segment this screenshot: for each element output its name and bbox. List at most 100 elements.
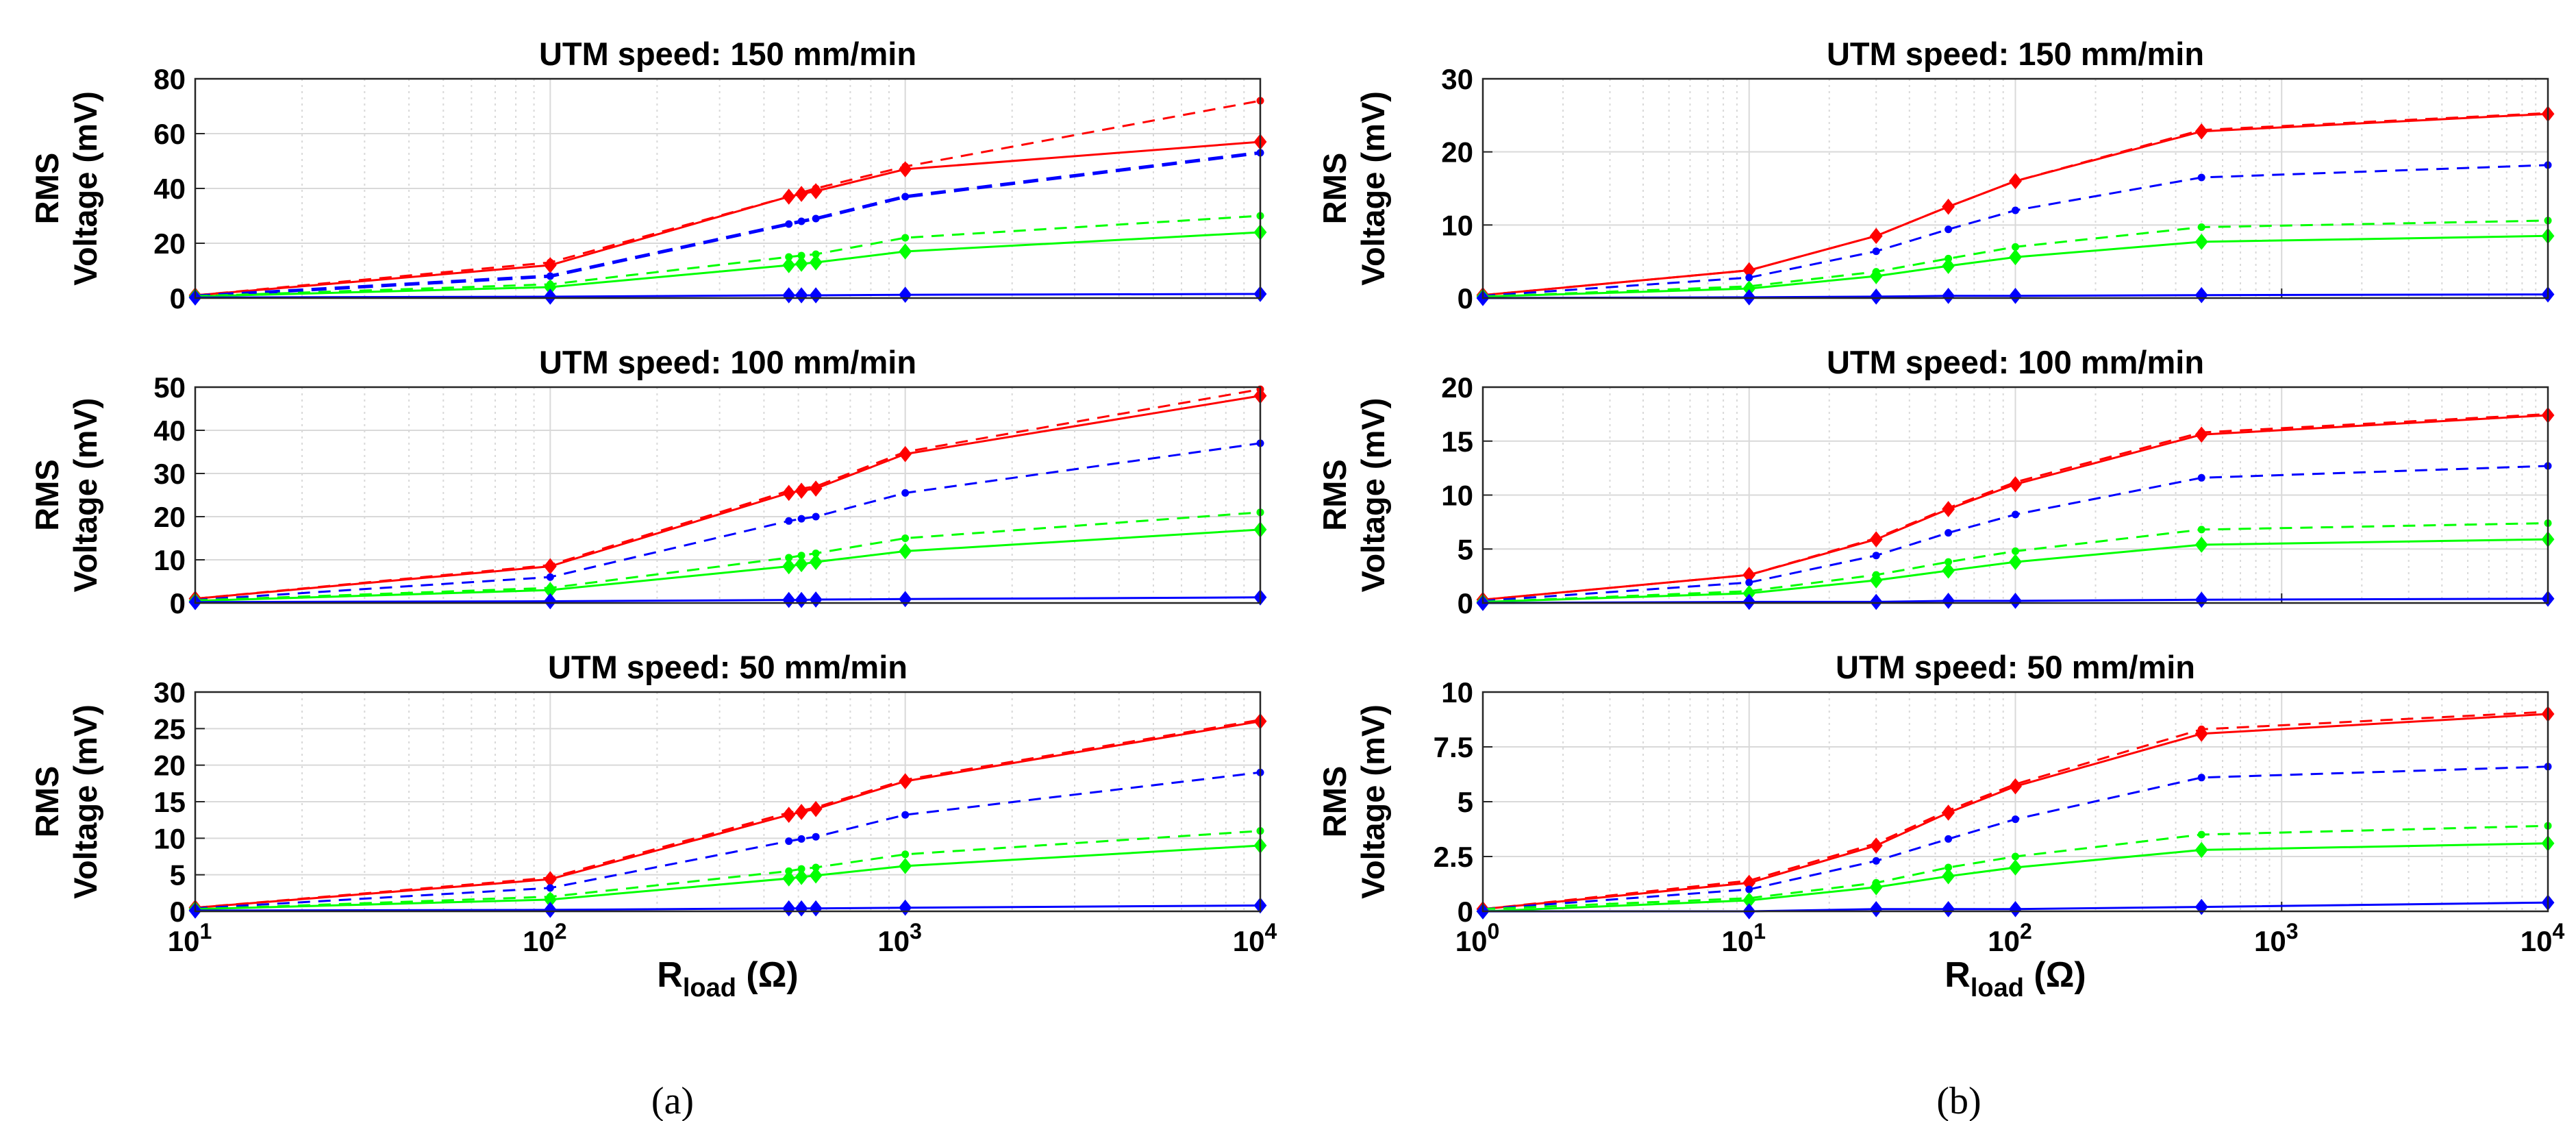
chart-b-3-y-label-line-1: RMS xyxy=(1316,766,1353,837)
chart-a-2-series-red-solid-2-point xyxy=(899,445,912,463)
chart-b-1-series-red-solid-2-point xyxy=(2009,173,2022,190)
chart-a-2-series-green-solid-5-point xyxy=(899,543,912,560)
chart-a-1-series-blue-dashed-3-point xyxy=(546,272,554,280)
chart-a-3-series-green-solid-5-point xyxy=(899,858,912,874)
chart-a-3-title: UTM speed: 50 mm/min xyxy=(548,649,908,685)
chart-a-3-series-green-solid-5-point xyxy=(782,870,796,887)
chart-b-3-series-green-dashed-4-point xyxy=(2197,830,2205,839)
chart-a-2-y-tick-label: 50 xyxy=(153,371,186,404)
chart-a-3-series-red-solid-2 xyxy=(188,713,1267,916)
chart-a-3-series-blue-dashed-3-point xyxy=(546,884,554,892)
chart-a-2-series-blue-solid-6 xyxy=(188,589,1267,611)
chart-b-1-y-label-line-1: RMS xyxy=(1316,153,1353,224)
chart-a-2-series-blue-solid-6-point xyxy=(543,593,557,610)
chart-a-2-series-red-solid-2-point xyxy=(809,480,823,497)
chart-a-1-series-red-solid-2-point xyxy=(782,188,796,205)
chart-b-3-title: UTM speed: 50 mm/min xyxy=(1836,649,2195,685)
chart-b-2-series-green-dashed-4-point xyxy=(1944,558,1953,566)
chart-a-3-series-blue-dashed-3-point xyxy=(785,837,793,846)
chart-b-3-series-blue-solid-6-point xyxy=(1869,900,1883,917)
chart-b-2-y-tick-label: 0 xyxy=(1458,587,1473,619)
chart-a-3: 0 5 10 15 20 25 30 UTM speed: 50 mm/min RMS Volta… xyxy=(29,649,1277,1002)
chart-a-3-series-blue-solid-6-point xyxy=(543,902,557,918)
chart-a-1-series-green-solid-5-point xyxy=(809,254,823,271)
chart-a-3-series-blue-dashed-3-point xyxy=(812,833,820,841)
chart-a-3-y-tick-label: 25 xyxy=(153,713,186,745)
chart-b-2-y-label-line-1: RMS xyxy=(1316,459,1353,530)
chart-b-2-series-red-solid-2-point xyxy=(1869,531,1883,547)
chart-b-2-frame xyxy=(1481,386,2549,604)
chart-b-1-y-label-line-2: Voltage (mV) xyxy=(1355,91,1391,286)
chart-b-3: 0 2.5 5 7.5 10 UTM speed: 50 mm/min RMS Voltage… xyxy=(1316,649,2564,1002)
chart-b-3-series-blue-dashed-3-point xyxy=(1872,857,1880,865)
chart-b-2-title: UTM speed: 100 mm/min xyxy=(1827,344,2204,380)
chart-b-2-y-tick-label: 10 xyxy=(1441,480,1473,512)
chart-a-3-series-blue-dashed-3-point xyxy=(797,835,805,843)
chart-a-2-title: UTM speed: 100 mm/min xyxy=(539,344,916,380)
chart-b-2-series-blue-solid-6-point xyxy=(1942,593,1955,609)
chart-a-1-series-green-dashed-4-point xyxy=(785,253,793,261)
chart-a-1-series-blue-solid-6 xyxy=(188,286,1267,306)
chart-a-1-series-red-solid-2-point xyxy=(899,161,912,177)
chart-b-1-series-blue-solid-6-point xyxy=(1869,288,1883,305)
chart-a-1-y-label-line-1: RMS xyxy=(29,153,65,224)
chart-b-3-y-tick-label: 10 xyxy=(1441,676,1473,709)
chart-a-3-series-red-solid-2-point xyxy=(782,806,796,824)
chart-b-1-series-red-solid-2-point xyxy=(1869,227,1883,245)
chart-a-2-y-tick-label: 40 xyxy=(153,415,186,447)
chart-b-2-series-red-solid-2-point xyxy=(2009,476,2022,493)
chart-b-3-series-green-dashed-4-point xyxy=(1944,863,1953,872)
chart-a-2-series-blue-dashed-3-point xyxy=(812,513,820,521)
chart-a-2-y-tick-label: 0 xyxy=(170,587,186,619)
chart-a-1-series-blue-dashed-3-point xyxy=(785,220,793,228)
chart-a-1-series-green-solid-5 xyxy=(188,224,1267,305)
chart-b-2-series-blue-dashed-3-point xyxy=(2197,473,2205,482)
chart-b-3-y-label-line-2: Voltage (mV) xyxy=(1355,704,1391,899)
chart-a-2-series-green-dashed-4-point xyxy=(812,550,820,558)
chart-a-1-series-blue-solid-6-point xyxy=(782,287,796,304)
chart-b-2-series-blue-solid-6-point xyxy=(1742,593,1756,611)
chart-a-3-y-tick-label: 0 xyxy=(170,896,186,928)
chart-a-3-y-tick-label: 5 xyxy=(170,859,186,891)
chart-a-2-series-green-dashed-4-point xyxy=(797,552,805,560)
chart-a-1-series-red-solid-2-point xyxy=(809,183,823,199)
chart-a-3-series-red-solid-2-point xyxy=(899,773,912,789)
chart-b-1-frame xyxy=(1481,77,2549,299)
chart-b-2-series-blue-solid-6-point xyxy=(2009,593,2022,609)
chart-b-3-x-tick-label: 103 xyxy=(2254,919,2299,957)
chart-a-3-frame xyxy=(194,691,1262,913)
chart-a-3-x-tick-label: 102 xyxy=(523,919,567,957)
chart-a-2-series-red-solid-2-point xyxy=(782,484,796,502)
chart-b-3-series-red-solid-2-point xyxy=(1869,837,1883,854)
chart-b-3-series-blue-dashed-3-point xyxy=(1944,835,1953,843)
chart-a-1-frame xyxy=(194,77,1262,299)
chart-a-2-series-blue-dashed-3-point xyxy=(797,515,805,523)
chart-b-1-y-tick-label: 20 xyxy=(1441,136,1473,169)
chart-b-2-series-blue-dashed-3-point xyxy=(1872,552,1880,560)
chart-b-3-y-tick-label: 0 xyxy=(1458,896,1473,928)
chart-b-2-series-green-solid-5-point xyxy=(2009,554,2022,570)
chart-b-3-series-blue-dashed-3-point xyxy=(2197,774,2205,782)
chart-a-2-series-green-dashed-4-point xyxy=(785,554,793,562)
chart-b-3-x-tick-label: 101 xyxy=(1721,919,1766,957)
chart-b-2-series-green-solid-5-point xyxy=(1869,572,1883,589)
chart-b-1-series-blue-dashed-3-point xyxy=(1872,247,1880,256)
chart-b-3-y-tick-label: 2.5 xyxy=(1434,841,1473,873)
chart-a-2: 0 10 20 30 40 50 UTM speed: 100 mm/min RMS Volta… xyxy=(29,344,1267,619)
chart-b-1-series-blue-dashed-3-point xyxy=(2012,206,2019,214)
chart-b-2-y-tick-label: 20 xyxy=(1441,371,1473,404)
chart-a-1-series-blue-solid-6-point xyxy=(543,288,557,305)
chart-a-1-y-label-line-2: Voltage (mV) xyxy=(67,91,103,286)
chart-a-3-series-green-dashed-4-point xyxy=(901,850,910,859)
chart-b-2-series-blue-solid-6-point xyxy=(1869,593,1883,611)
chart-b-3-series-blue-dashed-3-point xyxy=(2012,815,2019,824)
chart-b-1-series-blue-dashed-3-point xyxy=(1944,225,1953,234)
chart-a-1-series-green-solid-5-point xyxy=(795,256,808,272)
chart-b-1-series-green-solid-5-point xyxy=(1942,258,1955,274)
chart-a-1-series-green-dashed-4-point xyxy=(901,234,910,242)
chart-a-1-y-tick-label: 80 xyxy=(153,63,186,95)
caption-b: (b) xyxy=(1936,1080,1981,1121)
chart-a-1-y-tick-label: 40 xyxy=(153,173,186,205)
chart-b-2-series-green-dashed-4-point xyxy=(2012,547,2019,555)
chart-a-2-y-tick-label: 10 xyxy=(153,544,186,576)
